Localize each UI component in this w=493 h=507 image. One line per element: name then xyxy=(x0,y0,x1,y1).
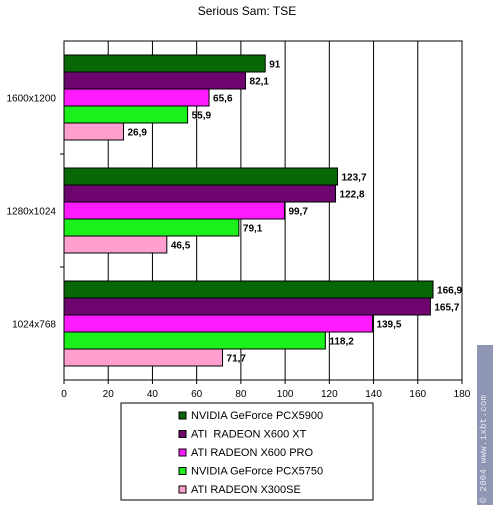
data-label: 82,1 xyxy=(250,77,270,88)
bar xyxy=(63,167,339,186)
legend-label: ATI RADEON X300SE xyxy=(191,484,301,496)
legend-box xyxy=(120,402,374,501)
data-label: 91 xyxy=(269,60,281,71)
bar xyxy=(63,297,431,316)
bar xyxy=(63,218,240,237)
category-label: 1280x1024 xyxy=(7,207,57,218)
data-label: 26,9 xyxy=(127,128,147,139)
chart-title: Serious Sam: TSE xyxy=(198,4,296,18)
bar xyxy=(63,184,337,203)
bar xyxy=(63,88,210,107)
x-tick-label: 80 xyxy=(235,389,247,400)
bar xyxy=(63,54,266,73)
legend-swatch xyxy=(178,467,187,475)
bar xyxy=(63,348,224,367)
x-tick-label: 140 xyxy=(365,389,382,400)
legend-label: ATI RADEON X600 XT xyxy=(191,429,307,441)
x-tick-label: 40 xyxy=(147,389,159,400)
x-tick-label: 0 xyxy=(61,389,67,400)
legend-swatch xyxy=(178,430,187,438)
data-label: 122,8 xyxy=(340,190,365,201)
data-label: 123,7 xyxy=(342,173,367,184)
bar xyxy=(63,314,373,333)
data-label: 139,5 xyxy=(376,320,401,331)
x-tick-label: 180 xyxy=(454,389,471,400)
bar xyxy=(63,280,434,299)
watermark-text: © 2004 www.ixbt.com xyxy=(479,394,489,503)
x-tick-label: 160 xyxy=(409,389,426,400)
bar xyxy=(63,105,189,124)
data-label: 65,6 xyxy=(213,94,233,105)
bars: 91 82,1 65,655,9 26,9 123,7 122,8 99,7 79,1 46,5… xyxy=(63,54,462,367)
plot-border xyxy=(63,40,463,381)
legend-swatch xyxy=(178,411,187,420)
axes: 0 20 40 60 80 100 120 140 160 180 1600x1200 1280x10… xyxy=(7,40,471,400)
x-tick-label: 120 xyxy=(321,389,338,400)
watermark: © 2004 www.ixbt.com xyxy=(477,345,493,505)
x-tick-label: 60 xyxy=(191,389,203,400)
data-label: 99,7 xyxy=(288,207,308,218)
legend: NVIDIA GeForce PCX5900 ATI RADEON X600 XT… xyxy=(120,402,374,501)
bar xyxy=(63,71,247,90)
legend-label: ATI RADEON X600 PRO xyxy=(191,447,313,459)
data-label: 55,9 xyxy=(192,111,212,122)
data-label: 71,7 xyxy=(227,354,247,365)
legend-swatch xyxy=(178,448,187,457)
bar xyxy=(63,201,285,220)
legend-swatch xyxy=(178,485,187,494)
bar xyxy=(63,235,168,254)
data-label: 165,7 xyxy=(434,303,459,314)
legend-label: NVIDIA GeForce PCX5900 xyxy=(191,410,323,422)
x-tick-label: 20 xyxy=(103,389,115,400)
data-label: 118,2 xyxy=(329,337,354,348)
data-label: 166,9 xyxy=(437,286,462,297)
category-label: 1024x768 xyxy=(12,320,56,331)
data-label: 79,1 xyxy=(243,224,263,235)
x-tick-label: 100 xyxy=(277,389,294,400)
legend-label: NVIDIA GeForce PCX5750 xyxy=(191,466,323,478)
bar xyxy=(63,122,124,141)
category-label: 1600x1200 xyxy=(7,94,57,105)
data-label: 46,5 xyxy=(171,241,191,252)
bar xyxy=(63,331,326,350)
